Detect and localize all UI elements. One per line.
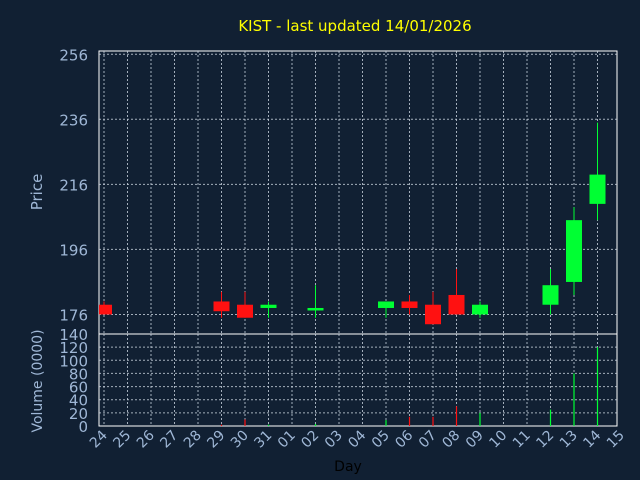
volume-y-tick-label: 20 [69, 405, 88, 423]
x-tick-label: 09 [463, 428, 487, 452]
price-y-tick-label: 256 [59, 46, 88, 64]
candle-body [425, 304, 441, 325]
price-y-tick-label: 236 [59, 111, 88, 129]
x-tick-label: 13 [557, 428, 581, 452]
candlesticks [99, 122, 606, 325]
candle-body [401, 301, 418, 308]
candle [99, 301, 112, 315]
volume-y-tick-label: 80 [69, 365, 88, 383]
volume-y-tick-label: 40 [69, 392, 88, 410]
candle-body [307, 307, 324, 311]
x-tick-label: 14 [580, 427, 604, 451]
candle-body [448, 294, 465, 315]
candle-body [472, 304, 488, 315]
price-axis-label: Price [28, 174, 46, 211]
x-tick-label: 02 [298, 428, 322, 452]
candle-body [566, 220, 582, 282]
candle [566, 207, 582, 295]
volume-y-tick-label: 140 [59, 326, 88, 344]
x-tick-label: 08 [439, 428, 463, 452]
x-tick-label: 30 [228, 428, 252, 452]
price-y-ticks: 176 196 216 236 256 [59, 46, 88, 324]
volume-gridlines [99, 334, 617, 426]
volume-bars [220, 347, 599, 426]
candle [260, 301, 277, 318]
candle-body [589, 174, 606, 204]
candle [401, 294, 418, 315]
x-tick-label: 29 [204, 428, 228, 452]
candle [589, 122, 606, 221]
price-y-tick-label: 176 [59, 306, 88, 324]
x-tick-label: 12 [533, 428, 557, 452]
candle-body [260, 304, 277, 308]
x-tick-label: 24 [87, 427, 111, 451]
price-y-tick-label: 196 [59, 241, 88, 259]
price-panel: 176 196 216 236 256 Price [28, 46, 618, 335]
volume-y-tick-label: 0 [78, 418, 88, 436]
volume-axis-label: Volume (0000) [30, 329, 46, 432]
candle [237, 291, 253, 318]
x-tick-label: 05 [369, 428, 393, 452]
chart-title: KIST - last updated 14/01/2026 [238, 17, 471, 35]
candle [448, 268, 465, 315]
x-tick-label: 10 [486, 428, 510, 452]
candle [378, 301, 394, 318]
x-axis-label: Day [334, 459, 362, 475]
volume-y-tick-label: 100 [59, 352, 88, 370]
x-tick-label: 01 [275, 428, 299, 452]
x-tick-label: 06 [392, 427, 416, 451]
candle [472, 301, 488, 318]
x-tick-label: 31 [251, 428, 275, 452]
x-tick-label: 26 [134, 427, 158, 451]
candle-body [213, 301, 230, 312]
x-tick-label: 07 [416, 428, 440, 452]
candle-body [378, 301, 394, 308]
x-tick-label: 25 [110, 428, 134, 452]
x-tick-label: 15 [604, 428, 628, 452]
volume-plot-area [98, 333, 618, 427]
x-tick-label: 27 [157, 428, 181, 452]
candle [213, 291, 230, 318]
x-tick-label: 03 [322, 428, 346, 452]
price-gridlines [99, 51, 617, 334]
x-tick-label: 11 [510, 428, 534, 452]
candle-body [237, 304, 253, 318]
candle-body [99, 304, 112, 315]
candle [542, 268, 559, 315]
x-tick-label: 04 [345, 427, 369, 451]
x-axis-ticks: 24 25 26 27 28 29 30 31 01 02 03 04 05 06 07 08 09 10 11 12… [87, 427, 628, 451]
price-plot-area [98, 50, 618, 335]
candle [307, 285, 324, 318]
price-y-tick-label: 216 [59, 176, 88, 194]
candle-body [542, 285, 559, 305]
volume-y-tick-label: 60 [69, 379, 88, 397]
candle [425, 291, 441, 325]
x-tick-label: 28 [181, 428, 205, 452]
volume-y-tick-label: 120 [59, 339, 88, 357]
